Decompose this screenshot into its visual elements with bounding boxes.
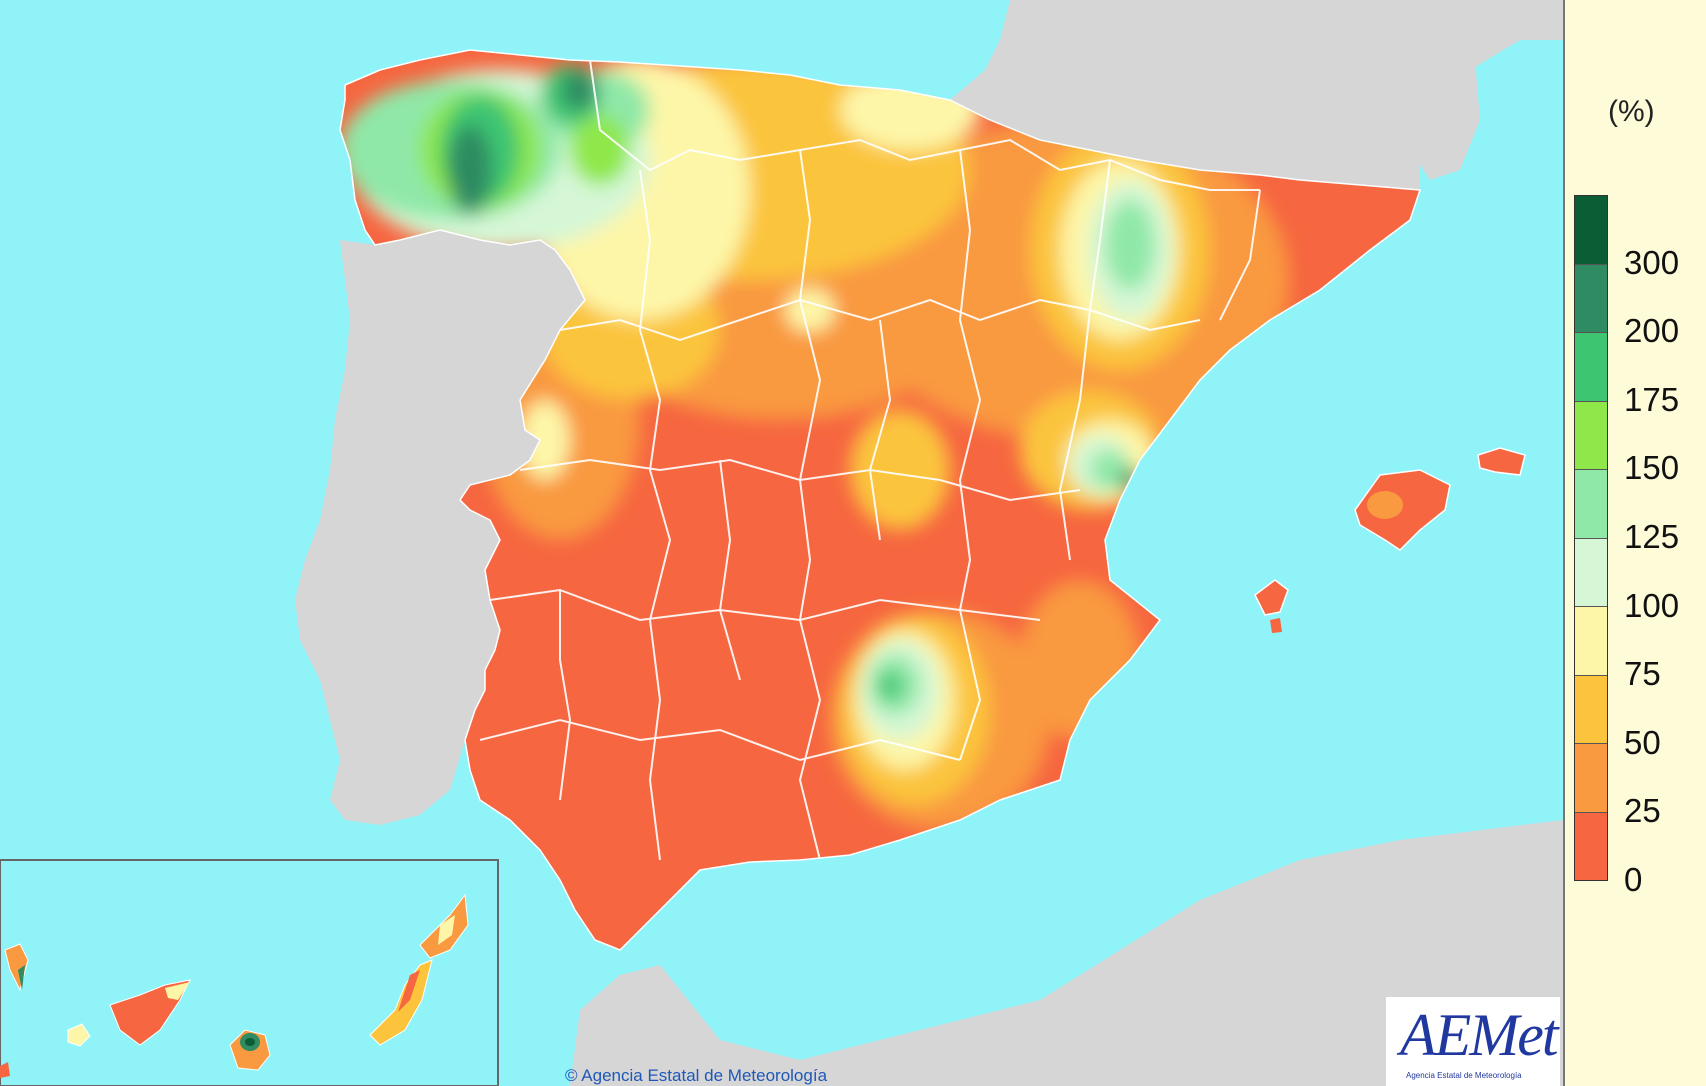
legend-swatch [1575,674,1607,743]
legend-tick-label: 150 [1624,449,1680,487]
precipitation-map [0,0,1563,1086]
legend-tick-label: 125 [1624,518,1680,555]
legend-tick-label: 100 [1624,586,1680,624]
legend-unit-label: (%) [1608,95,1655,128]
aemet-logo: AEMet Agencia Estatal de Meteorología [1386,997,1560,1086]
legend-swatch [1575,606,1607,675]
legend-swatch [1575,332,1607,401]
aemet-logo-text: AEMet [1400,1002,1559,1068]
legend-swatch [1575,469,1607,538]
portugal-land [295,230,585,825]
balearic-islands [1254,447,1526,633]
copyright-text: © Agencia Estatal de Meteorología [565,1066,828,1085]
legend-tick-label: 0 [1624,861,1643,898]
legend-swatch [1575,537,1607,606]
legend-tick-label: 25 [1624,792,1661,830]
legend-swatch [1575,811,1607,880]
sardinia-land [1405,35,1480,180]
legend-swatch [1575,196,1607,264]
legend-swatch [1575,743,1607,812]
legend-swatch [1575,400,1607,469]
legend-tick-label: 75 [1624,655,1661,693]
aemet-logo-subtitle: Agencia Estatal de Meteorología [1406,1071,1522,1080]
africa-land [570,820,1563,1086]
canary-inset [0,859,499,1086]
legend-swatch [1575,263,1607,332]
legend-tick-label: 300 [1624,243,1680,281]
spain-outline [339,49,1422,951]
legend-tick-label: 175 [1624,380,1680,418]
legend-tick-label: 50 [1624,723,1661,761]
legend-tick-label: 200 [1624,312,1680,350]
legend-color-bar [1574,195,1608,881]
